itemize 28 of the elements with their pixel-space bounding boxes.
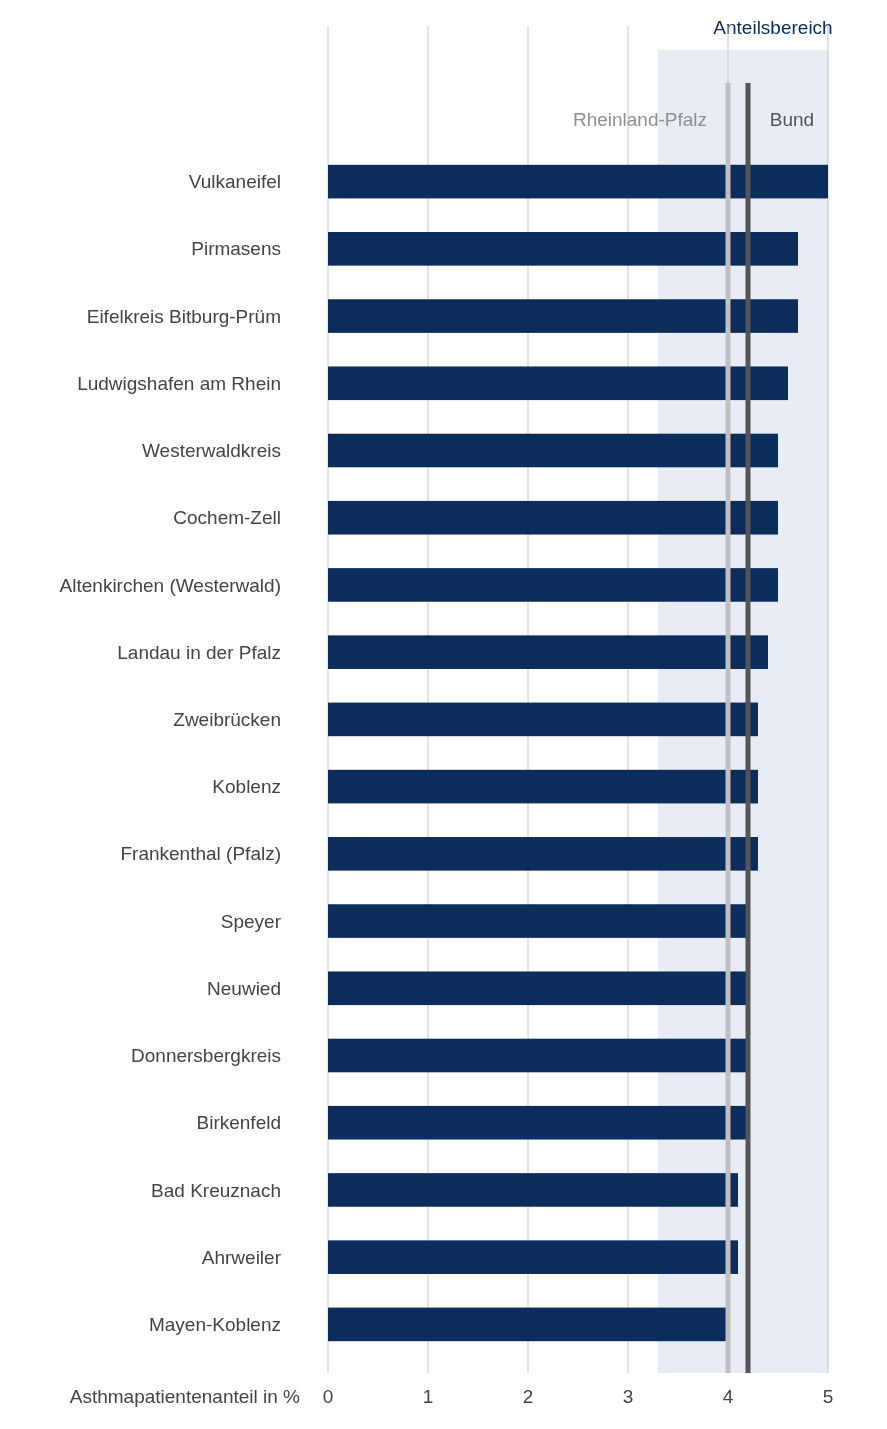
- y-tick-label: Ludwigshafen am Rhein: [77, 372, 281, 394]
- y-tick-label: Donnersbergkreis: [131, 1045, 281, 1067]
- y-tick-label: Eifelkreis Bitburg-Prüm: [86, 305, 281, 327]
- x-tick-label: 4: [722, 1386, 734, 1407]
- band-label: Anteilsbereich: [713, 17, 833, 38]
- y-tick-label: Pirmasens: [191, 238, 281, 260]
- y-tick-label: Mayen-Koblenz: [148, 1314, 281, 1336]
- y-tick-label: Zweibrücken: [173, 709, 281, 731]
- y-tick-label: Vulkaneifel: [188, 171, 281, 193]
- y-tick-label: Landau in der Pfalz: [117, 641, 281, 663]
- x-axis-title: Asthmapatientenanteil in %: [69, 1386, 301, 1407]
- y-tick-label: Neuwied: [207, 977, 281, 999]
- ref-line-label: Bund: [769, 109, 815, 130]
- y-tick-label: Westerwaldkreis: [141, 440, 281, 462]
- x-tick-label: 5: [822, 1386, 834, 1407]
- y-tick-label: Koblenz: [212, 776, 281, 798]
- x-tick-label: 2: [522, 1386, 534, 1407]
- ref-line-label: Rheinland-Pfalz: [572, 109, 708, 130]
- y-tick-label: Altenkirchen (Westerwald): [59, 574, 281, 596]
- y-tick-label: Speyer: [220, 910, 282, 932]
- x-tick-label: 3: [622, 1386, 634, 1407]
- y-tick-label: Frankenthal (Pfalz): [120, 843, 281, 865]
- x-tick-label: 1: [422, 1386, 434, 1407]
- y-tick-label: Ahrweiler: [201, 1246, 282, 1268]
- y-tick-label: Birkenfeld: [196, 1112, 281, 1134]
- y-tick-label: Bad Kreuznach: [151, 1179, 281, 1201]
- x-tick-label: 0: [322, 1386, 334, 1407]
- y-tick-label: Cochem-Zell: [173, 507, 281, 529]
